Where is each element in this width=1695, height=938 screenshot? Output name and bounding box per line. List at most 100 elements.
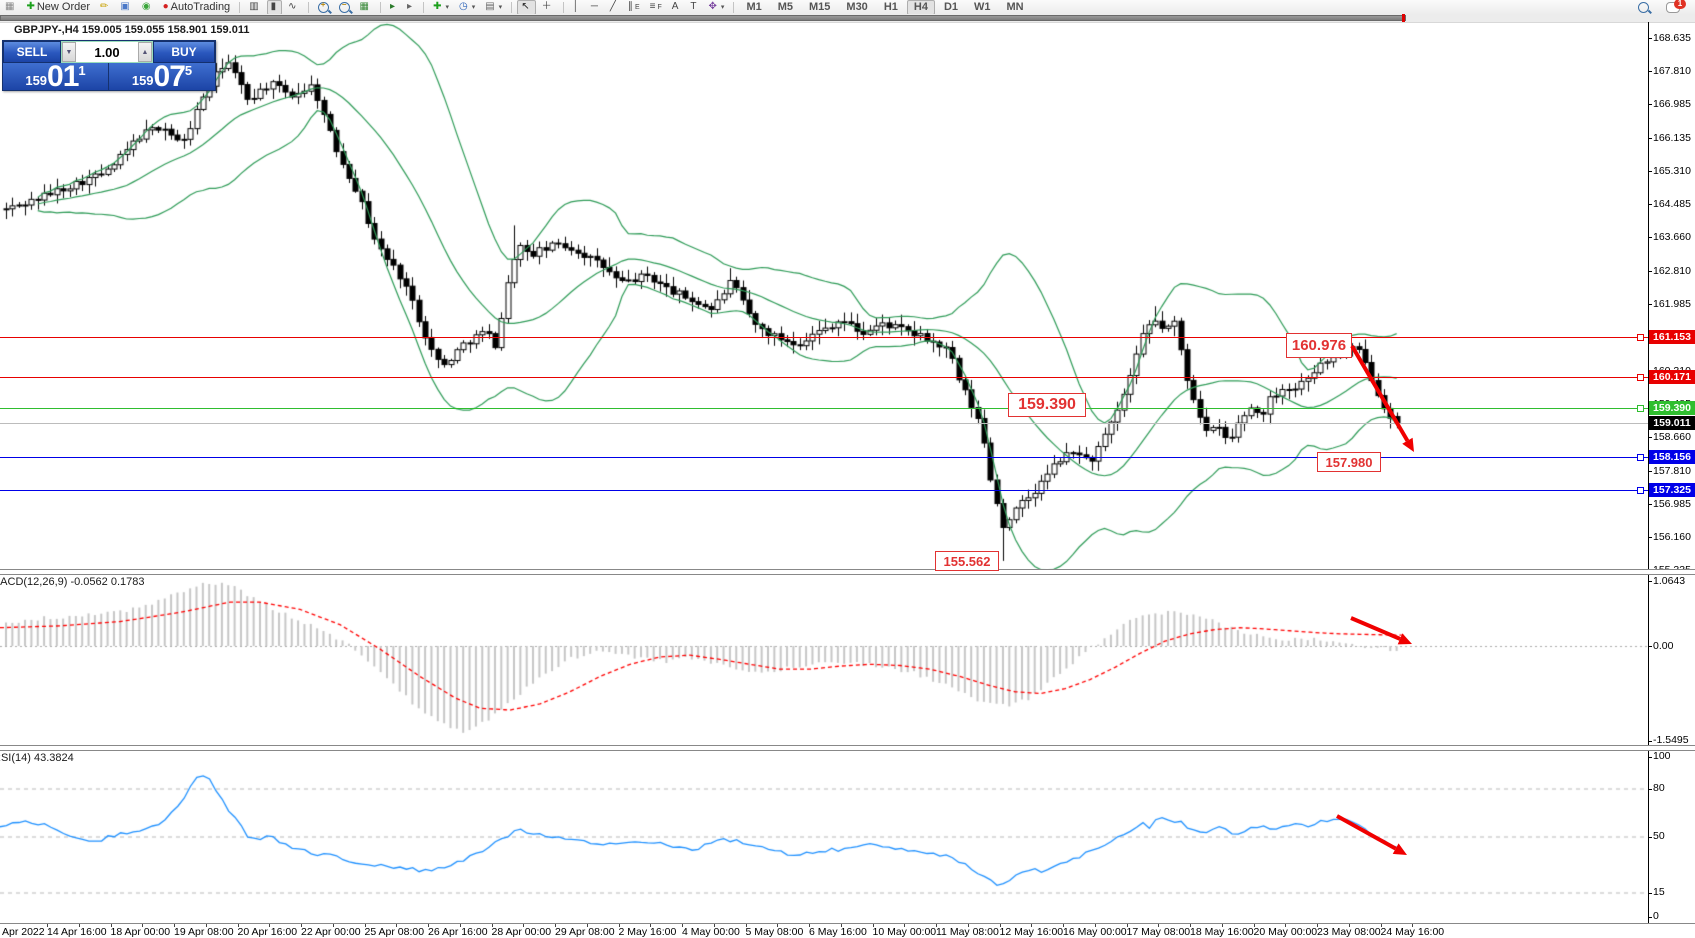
toolbar-chart-group: ▥ ▮ ∿ + − ▦ ▸ ▸ ✚ ▾ ◷ ▾ ▤ ▾ bbox=[244, 0, 507, 15]
hline-support-2[interactable] bbox=[0, 490, 1648, 492]
new-order-label: New Order bbox=[36, 1, 91, 13]
trendline-icon[interactable]: ╱ bbox=[609, 1, 616, 12]
timeframe-m30[interactable]: M30 bbox=[846, 1, 868, 13]
macd-axis-dash bbox=[1648, 581, 1652, 583]
periods-icon[interactable]: ◷ ▾ bbox=[458, 1, 476, 12]
bar-chart-icon[interactable]: ▥ bbox=[249, 1, 259, 12]
chart-window-icon[interactable]: ▦ bbox=[5, 1, 15, 12]
price-tick-label: 156.160 bbox=[1653, 530, 1691, 543]
rsi-panel-canvas[interactable] bbox=[0, 749, 1648, 924]
rsi-axis-dash bbox=[1648, 756, 1652, 758]
hline-current-price[interactable] bbox=[0, 422, 1648, 424]
main-chart-canvas[interactable] bbox=[0, 22, 1648, 570]
timeframe-m15[interactable]: M15 bbox=[809, 1, 831, 13]
time-tick bbox=[301, 924, 302, 927]
price-tick-label: 165.310 bbox=[1653, 164, 1691, 177]
time-tick bbox=[840, 924, 842, 927]
rsi-axis-label: 50 bbox=[1653, 830, 1665, 842]
sell-price-display[interactable]: 159 01 1 bbox=[3, 63, 109, 90]
timeframe-m1[interactable]: M1 bbox=[746, 1, 762, 13]
time-axis[interactable]: Apr 2022 14 Apr 16:00 18 Apr 00:00 19 Apr 0… bbox=[0, 924, 1695, 938]
crosshair-icon[interactable]: ＋ bbox=[541, 1, 552, 12]
tile-windows-icon[interactable]: ▦ bbox=[359, 1, 369, 12]
arrows-icon[interactable]: ✥ ▾ bbox=[708, 1, 725, 12]
rsi-axis-dash bbox=[1648, 788, 1652, 790]
one-click-trading-panel: SELL ▼ ▲ BUY 159 01 1 159 07 5 bbox=[2, 40, 216, 91]
label-icon[interactable]: T bbox=[690, 1, 697, 12]
text-icon[interactable]: A bbox=[671, 1, 679, 12]
indicators-icon[interactable]: ✚ ▾ bbox=[433, 1, 449, 12]
time-tick bbox=[523, 924, 525, 927]
hline-handle-resistance-2[interactable] bbox=[1637, 373, 1644, 381]
hline-handle-support-2[interactable] bbox=[1637, 487, 1644, 495]
time-label: 22 Apr 00:00 bbox=[301, 926, 361, 938]
volume-input[interactable] bbox=[76, 42, 138, 62]
volume-up-button[interactable]: ▲ bbox=[138, 42, 152, 62]
time-axis-border bbox=[0, 923, 1695, 924]
zoom-out-icon[interactable]: − bbox=[335, 0, 354, 15]
hline-resistance-2[interactable] bbox=[0, 376, 1648, 378]
hline-pivot-green[interactable] bbox=[0, 407, 1648, 409]
macd-axis-dash bbox=[1648, 646, 1652, 647]
sell-button[interactable]: SELL bbox=[3, 41, 61, 63]
periods-caret-icon: ▾ bbox=[471, 4, 476, 11]
new-order-button[interactable]: ✚ New Order bbox=[22, 0, 94, 15]
macd-panel-canvas[interactable] bbox=[0, 573, 1648, 746]
chat-icon[interactable]: 1 bbox=[1662, 0, 1686, 15]
buy-price-display[interactable]: 159 07 5 bbox=[109, 63, 215, 90]
timeframe-h4[interactable]: H4 bbox=[906, 0, 935, 15]
timeframe-w1[interactable]: W1 bbox=[974, 1, 991, 13]
hline-handle-support-1[interactable] bbox=[1637, 454, 1644, 462]
auto-scroll-icon[interactable]: ▸ bbox=[390, 1, 396, 12]
price-annotation-155.562[interactable]: 155.562 bbox=[935, 551, 999, 571]
signal-icon[interactable]: ◉ bbox=[141, 1, 151, 12]
macd-axis-label: 0.00 bbox=[1653, 639, 1674, 652]
timeframe-mn[interactable]: MN bbox=[1006, 1, 1024, 13]
fibonacci-icon[interactable]: ≡ F bbox=[649, 1, 662, 12]
candlestick-chart-icon[interactable]: ▮ bbox=[266, 0, 283, 15]
time-tick bbox=[332, 924, 334, 927]
price-annotation-159.390[interactable]: 159.390 bbox=[1008, 393, 1086, 417]
timeframe-m5[interactable]: M5 bbox=[777, 1, 793, 13]
price-tick-label: 164.485 bbox=[1653, 197, 1691, 210]
templates-icon[interactable]: ▤ ▾ bbox=[485, 1, 503, 12]
price-annotation-160.976[interactable]: 160.976 bbox=[1286, 333, 1352, 358]
time-tick bbox=[809, 924, 810, 927]
styler-icon[interactable]: ✏ bbox=[100, 1, 109, 12]
hline-resistance-1[interactable] bbox=[0, 337, 1648, 339]
cursor-icon[interactable]: ↖ bbox=[517, 0, 536, 15]
horizontal-line-icon[interactable]: ─ bbox=[590, 1, 598, 12]
panel-splitter-rsi[interactable] bbox=[0, 745, 1695, 751]
time-label: 5 May 08:00 bbox=[745, 926, 804, 938]
hline-handle-pivot-green[interactable] bbox=[1637, 404, 1644, 412]
time-tick bbox=[1094, 924, 1096, 927]
line-chart-icon[interactable]: ∿ bbox=[288, 1, 297, 12]
buy-button[interactable]: BUY bbox=[153, 41, 215, 63]
time-tick bbox=[110, 924, 112, 927]
time-label: 25 Apr 08:00 bbox=[364, 926, 425, 938]
time-tick bbox=[586, 924, 588, 927]
price-tick-dash bbox=[1648, 237, 1652, 238]
vertical-line-icon[interactable]: │ bbox=[572, 1, 579, 12]
scrollbar-thumb[interactable] bbox=[0, 15, 1406, 21]
metaeditor-icon[interactable]: ▣ bbox=[120, 1, 130, 12]
chart-shift-icon[interactable]: ▸ bbox=[407, 1, 413, 12]
time-tick bbox=[682, 924, 683, 927]
equidistant-channel-icon[interactable]: ∥ E bbox=[627, 1, 640, 12]
volume-down-button[interactable]: ▼ bbox=[62, 42, 76, 62]
panel-splitter-macd[interactable] bbox=[0, 569, 1695, 575]
timeframe-d1[interactable]: D1 bbox=[943, 1, 958, 13]
time-label: 10 May 00:00 bbox=[872, 926, 937, 938]
search-icon[interactable] bbox=[1634, 0, 1653, 15]
time-label: 12 May 16:00 bbox=[999, 926, 1064, 938]
zoom-in-icon[interactable]: + bbox=[314, 0, 333, 15]
price-tag-resistance-1: 161.153 bbox=[1649, 330, 1695, 345]
hline-support-1[interactable] bbox=[0, 457, 1648, 459]
price-annotation-157.980[interactable]: 157.980 bbox=[1317, 452, 1381, 472]
time-tick bbox=[428, 924, 429, 927]
hline-handle-resistance-1[interactable] bbox=[1637, 334, 1644, 342]
autotrading-button[interactable]: ● AutoTrading bbox=[159, 0, 235, 15]
time-label: 11 May 08:00 bbox=[936, 926, 999, 938]
price-tag-current-price: 159.011 bbox=[1649, 415, 1695, 430]
timeframe-h1[interactable]: H1 bbox=[883, 1, 898, 13]
